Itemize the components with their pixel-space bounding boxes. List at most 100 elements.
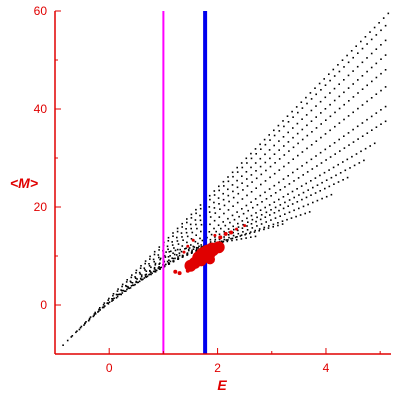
data-point	[222, 180, 225, 183]
data-point	[269, 139, 271, 141]
data-point	[307, 189, 309, 191]
data-point	[263, 228, 265, 231]
data-point	[337, 181, 340, 183]
data-point	[97, 311, 99, 313]
data-point	[267, 227, 270, 229]
data-point	[375, 62, 378, 65]
data-point	[329, 156, 332, 158]
data-point	[254, 198, 257, 200]
data-point	[158, 266, 160, 268]
data-point	[242, 189, 244, 191]
data-point	[361, 135, 364, 137]
data-point	[259, 143, 261, 146]
data-point	[369, 145, 371, 147]
data-point	[223, 230, 225, 233]
data-point	[154, 270, 156, 273]
data-point	[356, 65, 359, 68]
data-point	[366, 100, 368, 103]
data-point	[259, 218, 262, 221]
data-point	[325, 179, 328, 181]
data-point	[92, 315, 95, 318]
data-point	[171, 257, 173, 259]
data-point	[349, 167, 351, 169]
data-point	[208, 206, 211, 208]
data-point	[288, 211, 291, 214]
data-point	[223, 204, 226, 207]
data-point	[287, 121, 290, 123]
data-point	[149, 273, 151, 275]
data-point	[352, 128, 354, 131]
data-point	[360, 150, 362, 153]
data-point	[352, 141, 355, 143]
data-point	[355, 153, 358, 155]
data-point	[242, 223, 244, 226]
data-point	[256, 225, 258, 227]
data-point	[149, 255, 151, 258]
data-point	[293, 180, 295, 182]
data-point	[169, 260, 172, 263]
data-point	[153, 253, 156, 256]
data-point	[143, 267, 146, 269]
data-point	[218, 189, 220, 192]
data-point	[224, 224, 227, 227]
data-point	[300, 185, 303, 187]
data-point	[168, 251, 171, 253]
data-point	[197, 242, 199, 245]
data-point	[89, 316, 92, 318]
data-point	[241, 208, 243, 210]
data-point	[236, 236, 238, 238]
data-point	[218, 185, 220, 188]
data-point	[98, 308, 100, 311]
highlight-point	[177, 271, 182, 276]
data-point	[282, 136, 285, 138]
data-point	[264, 153, 266, 156]
data-point	[250, 157, 253, 160]
data-point	[291, 110, 293, 113]
data-point	[306, 134, 309, 137]
data-point	[361, 88, 364, 90]
data-point	[245, 157, 248, 160]
data-point	[325, 159, 327, 161]
data-point	[292, 171, 294, 174]
data-point	[236, 186, 239, 189]
data-point	[324, 96, 327, 99]
data-point	[288, 199, 291, 201]
data-point	[220, 240, 223, 243]
data-point	[76, 330, 78, 332]
data-point	[172, 257, 175, 260]
data-point	[221, 241, 224, 243]
data-point	[241, 227, 244, 229]
data-point	[144, 274, 147, 276]
data-point	[236, 179, 238, 182]
data-point	[232, 190, 234, 193]
data-point	[232, 196, 235, 199]
data-point	[255, 220, 257, 223]
data-point	[380, 58, 382, 60]
data-point	[283, 145, 285, 147]
data-point	[380, 29, 382, 32]
data-point	[177, 256, 179, 258]
data-point	[310, 109, 313, 112]
data-point	[347, 61, 350, 64]
data-point	[292, 127, 294, 129]
data-point	[84, 322, 86, 325]
data-point	[83, 324, 85, 326]
data-point	[131, 274, 133, 276]
data-point	[311, 168, 314, 170]
data-point	[319, 151, 322, 154]
data-point	[245, 204, 248, 207]
data-point	[352, 111, 354, 114]
data-point	[178, 252, 181, 254]
data-point	[247, 209, 249, 212]
data-point	[181, 222, 183, 225]
data-point	[85, 321, 87, 323]
data-point	[129, 287, 132, 289]
data-point	[357, 52, 359, 54]
data-point	[172, 252, 174, 254]
data-point	[306, 147, 308, 150]
data-point	[246, 185, 249, 187]
data-point	[232, 175, 234, 178]
data-point	[288, 183, 291, 185]
data-point	[277, 222, 279, 224]
data-point	[217, 197, 220, 199]
